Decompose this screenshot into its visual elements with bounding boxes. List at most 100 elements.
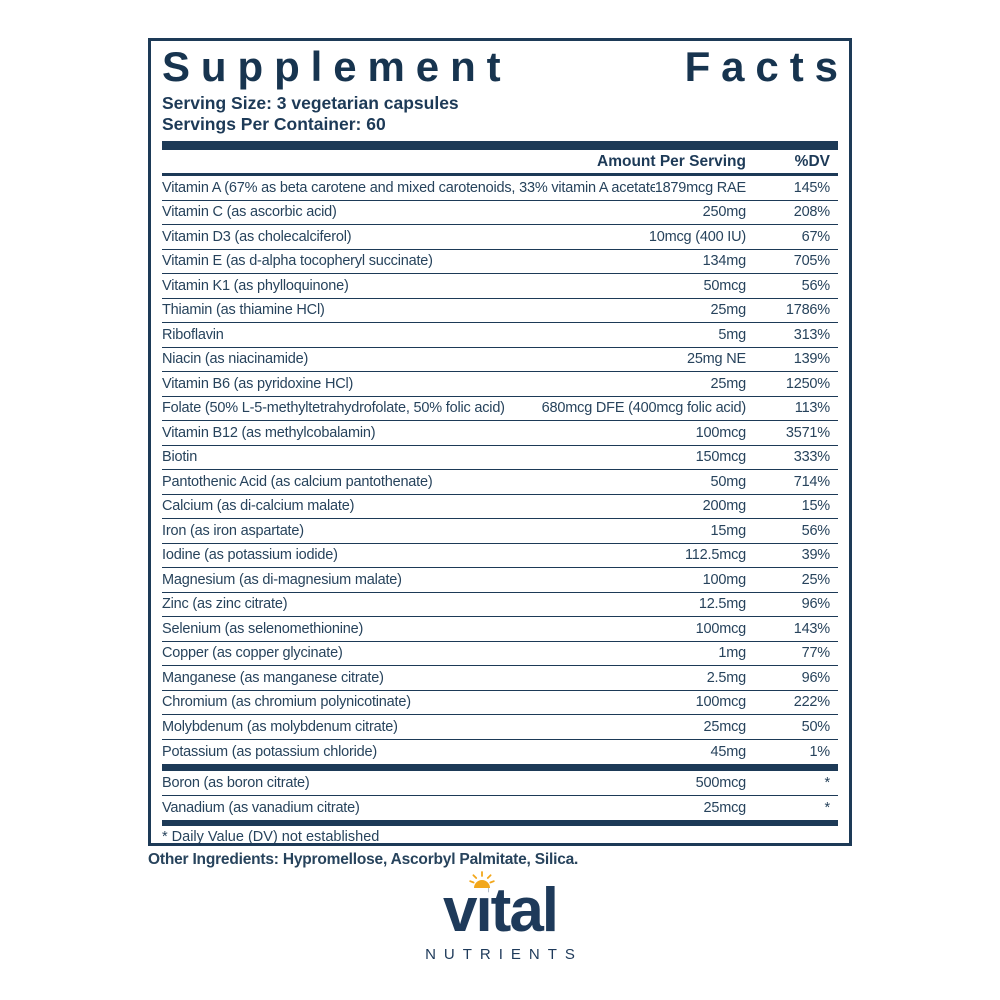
nutrient-amount: 100mcg [695,424,747,441]
table-row: Manganese (as manganese citrate) 2.5mg 9… [162,666,838,691]
table-row: Vanadium (as vanadium citrate) 25mcg * [162,796,838,821]
nutrient-dv: 143% [793,620,830,637]
nutrient-amount: 1879mcg RAE [654,179,746,196]
nutrient-dv: 139% [793,351,830,368]
nutrient-amount: 112.5mcg [684,547,746,564]
table-row: Vitamin A (67% as beta carotene and mixe… [162,176,838,201]
nutrient-name: Vitamin B6 (as pyridoxine HCl) [162,375,354,392]
serving-size: Serving Size: 3 vegetarian capsules [162,93,459,113]
column-headers: Amount Per Serving %DV [162,150,838,173]
table-row: Vitamin B12 (as methylcobalamin) 100mcg … [162,421,838,446]
table-row: Vitamin B6 (as pyridoxine HCl) 25mg 1250… [162,372,838,397]
table-row: Vitamin C (as ascorbic acid) 250mg 208% [162,201,838,225]
nutrient-amount: 100mcg [695,620,747,637]
nutrient-amount: 10mcg (400 IU) [648,228,746,245]
nutrient-dv: 67% [801,228,831,245]
nutrient-amount: 1mg [718,645,746,662]
nutrient-dv: 56% [801,522,831,539]
nutrient-amount: 150mcg [695,449,747,466]
thick-divider [162,764,838,771]
nutrient-amount: 25mcg [703,718,746,735]
nutrient-amount: 25mg [710,375,747,392]
nutrient-name: Thiamin (as thiamine HCl) [162,302,325,319]
nutrient-amount: 134mg [702,253,747,270]
nutrient-name: Zinc (as zinc citrate) [162,596,288,613]
nutrient-name: Magnesium (as di-magnesium malate) [162,571,402,588]
panel-title: Supplement Facts [162,44,838,90]
table-row: Pantothenic Acid (as calcium pantothenat… [162,470,838,495]
nutrient-dv: 113% [794,400,830,417]
table-row: Riboflavin 5mg 313% [162,323,838,348]
nutrient-dv: 96% [801,596,831,613]
nutrient-amount: 25mg NE [686,351,746,368]
nutrient-dv: 714% [793,473,830,490]
nutrient-dv: 15% [801,498,831,515]
nutrient-dv: 1% [809,743,830,760]
table-row: Magnesium (as di-magnesium malate) 100mg… [162,568,838,593]
i-dot-cover [474,886,488,898]
other-ingredients: Other Ingredients: Hypromellose, Ascorby… [148,851,579,868]
table-row: Iron (as iron aspartate) 15mg 56% [162,519,838,544]
table-row: Copper (as copper glycinate) 1mg 77% [162,642,838,666]
table-row: Vitamin K1 (as phylloquinone) 50mcg 56% [162,274,838,299]
nutrient-amount: 2.5mg [706,669,747,686]
table-row: Vitamin D3 (as cholecalciferol) 10mcg (4… [162,225,838,250]
nutrient-dv: 333% [793,449,830,466]
nutrient-name: Iron (as iron aspartate) [162,522,304,539]
title-word-facts: Facts [684,43,849,90]
logo-subtext-nutrients: NUTRIENTS [425,946,583,963]
dv-header: %DV [794,152,830,170]
nutrient-amount: 12.5mg [698,596,746,613]
nutrient-dv: 208% [793,204,830,221]
table-row: Calcium (as di-calcium malate) 200mg 15% [162,495,838,519]
nutrient-name: Riboflavin [162,326,224,343]
nutrient-amount: 250mg [702,204,747,221]
nutrient-name: Boron (as boron citrate) [162,774,310,791]
nutrient-amount: 100mg [702,571,747,588]
nutrient-amount: 25mg [710,302,747,319]
nutrient-name: Potassium (as potassium chloride) [162,743,378,760]
table-row: Boron (as boron citrate) 500mcg * [162,771,838,796]
no-dv-nutrient-table: Boron (as boron citrate) 500mcg * Vanadi… [162,771,838,820]
table-row: Selenium (as selenomethionine) 100mcg 14… [162,617,838,642]
table-row: Iodine (as potassium iodide) 112.5mcg 39… [162,544,838,568]
supplement-facts-panel: Supplement Facts Serving Size: 3 vegetar… [148,38,852,846]
nutrient-dv: 77% [801,645,831,662]
nutrient-amount: 5mg [718,326,746,343]
nutrient-name: Pantothenic Acid (as calcium pantothenat… [162,473,433,490]
nutrient-amount: 50mg [710,473,747,490]
nutrient-amount: 15mg [710,522,747,539]
nutrient-name: Molybdenum (as molybdenum citrate) [162,718,398,735]
nutrient-name: Biotin [162,449,198,466]
table-row: Vitamin E (as d-alpha tocopheryl succina… [162,250,838,274]
nutrient-table: Vitamin A (67% as beta carotene and mixe… [162,176,838,764]
nutrient-dv: 25% [801,571,831,588]
servings-per-container: Servings Per Container: 60 [162,114,386,134]
serving-info: Serving Size: 3 vegetarian capsules Serv… [162,93,838,135]
nutrient-name: Niacin (as niacinamide) [162,351,309,368]
nutrient-dv: 705% [793,253,830,270]
sun-icon [469,871,495,888]
table-row: Niacin (as niacinamide) 25mg NE 139% [162,348,838,372]
nutrient-amount: 50mcg [703,277,746,294]
title-word-supplement: Supplement [162,43,512,90]
nutrient-name: Calcium (as di-calcium malate) [162,498,355,515]
nutrient-name: Vanadium (as vanadium citrate) [162,799,360,816]
table-row: Chromium (as chromium polynicotinate) 10… [162,691,838,715]
table-row: Molybdenum (as molybdenum citrate) 25mcg… [162,715,838,740]
logo-word-vital: vital [442,876,559,945]
thick-divider [162,141,838,150]
nutrient-name: Vitamin C (as ascorbic acid) [162,204,337,221]
nutrient-name: Manganese (as manganese citrate) [162,669,384,686]
amount-per-serving-header: Amount Per Serving [597,152,746,170]
thick-divider [162,820,838,826]
nutrient-dv: 1786% [785,302,830,319]
medium-divider [162,173,838,176]
nutrient-name: Iodine (as potassium iodide) [162,547,338,564]
nutrient-name: Folate (50% L-5-methyltetrahydrofolate, … [162,400,505,417]
nutrient-dv: 39% [801,547,831,564]
logo-wordmark: vital [442,871,559,945]
brand-logo: vital NUTRIENTS [0,871,1000,963]
nutrient-dv: 1250% [785,375,830,392]
